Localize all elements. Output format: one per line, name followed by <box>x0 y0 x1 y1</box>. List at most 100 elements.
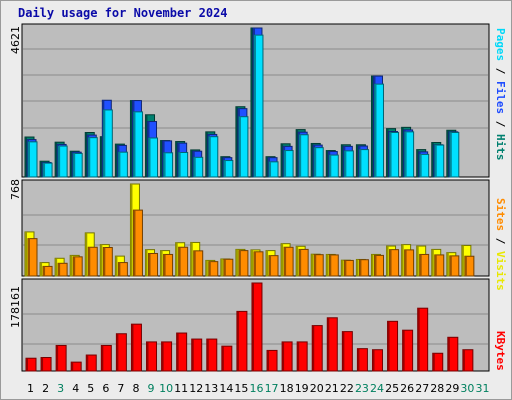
bar-bottom-kbytes-day-8 <box>130 323 142 372</box>
bar-middle-sites-day-10 <box>163 253 174 277</box>
bar-middle-sites-day-28 <box>434 254 445 277</box>
bar-middle-sites-day-5 <box>87 246 98 277</box>
bar-top-pages-day-28 <box>434 144 445 178</box>
bar-middle-sites-day-21 <box>328 254 339 277</box>
bar-bottom-kbytes-day-29 <box>447 336 459 372</box>
bar-top-pages-day-19 <box>298 134 309 178</box>
x-tick-label-day-24: 24 <box>370 382 384 395</box>
bar-top-pages-day-3 <box>57 145 68 178</box>
x-tick-label-day-30: 30 <box>460 382 474 395</box>
bar-middle-sites-day-11 <box>178 246 189 277</box>
bar-middle-sites-day-19 <box>298 248 309 277</box>
bar-bottom-kbytes-day-15 <box>236 310 248 372</box>
bar-bottom-kbytes-day-20 <box>311 325 323 372</box>
bar-bottom-kbytes-day-12 <box>191 338 203 372</box>
bar-bottom-kbytes-day-22 <box>341 331 353 372</box>
bar-middle-sites-day-20 <box>313 254 324 277</box>
bar-middle-sites-day-17 <box>268 255 279 277</box>
x-tick-label-day-26: 26 <box>400 382 414 395</box>
x-tick-label-day-20: 20 <box>310 382 324 395</box>
bar-bottom-kbytes-day-18 <box>281 341 293 372</box>
bar-bottom-kbytes-day-17 <box>266 349 278 372</box>
bar-middle-sites-day-22 <box>343 259 354 277</box>
bar-bottom-kbytes-day-6 <box>100 344 112 372</box>
bar-bottom-kbytes-day-11 <box>176 332 188 372</box>
bar-top-pages-day-24 <box>373 83 384 178</box>
bar-middle-sites-day-24 <box>373 254 384 277</box>
bar-top-pages-day-7 <box>117 151 128 178</box>
bar-bottom-kbytes-day-5 <box>85 354 97 372</box>
x-tick-label-day-3: 3 <box>57 382 64 395</box>
bar-bottom-kbytes-day-14 <box>221 345 233 372</box>
bar-top-pages-day-5 <box>87 137 98 178</box>
bar-middle-sites-day-14 <box>223 258 234 277</box>
bar-top-pages-day-18 <box>283 150 294 178</box>
x-tick-label-day-31: 31 <box>475 382 489 395</box>
bar-top-pages-day-13 <box>208 136 219 178</box>
x-tick-label-day-10: 10 <box>159 382 173 395</box>
bar-top-pages-day-6 <box>102 109 113 178</box>
bar-bottom-kbytes-day-7 <box>115 333 127 372</box>
bar-top-pages-day-10 <box>163 152 174 178</box>
bar-middle-sites-day-26 <box>404 249 415 277</box>
bar-top-pages-day-26 <box>404 131 415 178</box>
x-tick-label-day-6: 6 <box>102 382 109 395</box>
x-tick-label-day-5: 5 <box>87 382 94 395</box>
bar-bottom-kbytes-day-25 <box>387 320 399 372</box>
x-tick-label-day-18: 18 <box>280 382 294 395</box>
bar-top-pages-day-17 <box>268 161 279 178</box>
bar-top-pages-day-4 <box>72 152 83 178</box>
x-tick-label-day-29: 29 <box>445 382 459 395</box>
bar-top-pages-day-16 <box>253 34 264 178</box>
bar-middle-sites-day-9 <box>148 252 159 277</box>
bar-middle-sites-day-25 <box>389 249 400 277</box>
x-tick-label-day-14: 14 <box>219 382 233 395</box>
bar-middle-sites-day-27 <box>419 253 430 277</box>
bar-middle-sites-day-29 <box>449 255 460 277</box>
bar-bottom-kbytes-day-1 <box>25 357 37 372</box>
bar-top-pages-day-9 <box>148 137 159 178</box>
bar-middle-sites-day-30 <box>464 255 475 277</box>
bar-middle-sites-day-2 <box>42 265 53 277</box>
bar-top-pages-day-27 <box>419 153 430 178</box>
bar-top-pages-day-1 <box>27 141 38 178</box>
bar-bottom-kbytes-day-26 <box>402 329 414 372</box>
bar-middle-sites-day-23 <box>358 259 369 277</box>
x-tick-label-day-12: 12 <box>189 382 203 395</box>
bar-top-pages-day-21 <box>328 154 339 178</box>
x-tick-label-day-28: 28 <box>430 382 444 395</box>
x-tick-label-day-25: 25 <box>385 382 399 395</box>
x-tick-label-day-27: 27 <box>415 382 429 395</box>
bar-middle-sites-day-3 <box>57 262 68 277</box>
bar-bottom-kbytes-day-4 <box>70 361 82 372</box>
x-tick-label-day-2: 2 <box>42 382 49 395</box>
x-tick-label-day-9: 9 <box>148 382 155 395</box>
bar-middle-sites-day-1 <box>27 238 38 277</box>
bar-top-pages-day-15 <box>238 116 249 178</box>
bar-top-pages-day-2 <box>42 162 53 178</box>
x-tick-label-day-23: 23 <box>355 382 369 395</box>
x-tick-label-day-4: 4 <box>72 382 79 395</box>
bar-middle-sites-day-13 <box>208 261 219 277</box>
bar-top-pages-day-11 <box>178 151 189 178</box>
bar-bottom-kbytes-day-13 <box>206 338 218 372</box>
bar-top-pages-day-8 <box>132 111 143 178</box>
chart-title: Daily usage for November 2024 <box>18 6 228 20</box>
x-tick-label-day-22: 22 <box>340 382 354 395</box>
x-tick-label-day-21: 21 <box>325 382 339 395</box>
bar-bottom-kbytes-day-28 <box>432 352 444 372</box>
bar-bottom-kbytes-day-27 <box>417 307 429 372</box>
bar-middle-sites-day-8 <box>132 209 143 277</box>
x-tick-label-day-16: 16 <box>250 382 264 395</box>
bar-bottom-kbytes-day-10 <box>161 341 173 372</box>
bar-bottom-kbytes-day-19 <box>296 341 308 372</box>
bar-bottom-kbytes-day-2 <box>40 357 52 372</box>
bar-middle-sites-day-4 <box>72 256 83 277</box>
bar-top-pages-day-23 <box>358 149 369 178</box>
x-tick-label-day-15: 15 <box>234 382 248 395</box>
bar-top-pages-day-20 <box>313 147 324 178</box>
bar-middle-sites-day-7 <box>117 262 128 277</box>
x-tick-label-day-19: 19 <box>295 382 309 395</box>
bar-bottom-kbytes-day-21 <box>326 317 338 372</box>
